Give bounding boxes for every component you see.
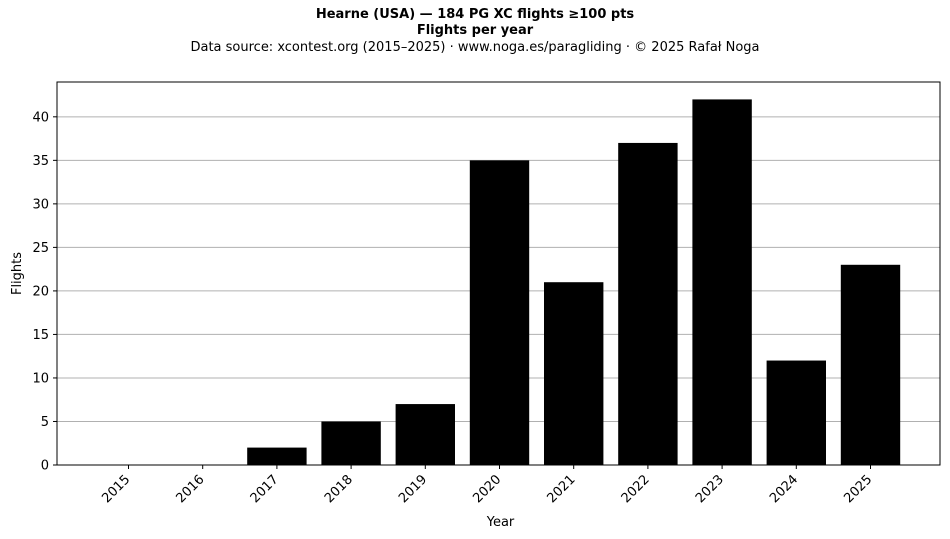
x-axis-label: Year [486, 515, 515, 530]
bar-2024 [766, 360, 826, 465]
chart-title: Hearne (USA) — 184 PG XC flights ≥100 pt… [315, 7, 635, 22]
plot-frame [56, 81, 941, 466]
x-tick-label: 2016 [174, 472, 208, 506]
bar-2025 [840, 264, 901, 465]
chart-title-block: Hearne (USA) — 184 PG XC flights ≥100 pt… [0, 7, 950, 56]
y-tick-layer: 0 5 10 15 20 25 30 35 40 [32, 110, 57, 474]
bar-2018 [321, 421, 381, 465]
x-tick-label: 2025 [841, 472, 875, 506]
x-tick-label: 2018 [322, 472, 356, 506]
bar-2017 [247, 447, 307, 465]
bar-2020 [469, 160, 530, 465]
y-tick-label: 25 [32, 241, 49, 256]
bar-2023 [692, 99, 752, 465]
x-tick-label: 2019 [396, 472, 430, 506]
y-tick-label: 5 [41, 415, 49, 430]
chart-subtitle: Flights per year [416, 23, 534, 38]
y-tick-label: 35 [32, 154, 49, 169]
y-tick-label: 15 [32, 328, 49, 343]
x-tick-label: 2021 [545, 472, 579, 506]
chart-source-note: Data source: xcontest.org (2015–2025) · … [190, 40, 760, 55]
x-tick-label: 2024 [767, 472, 801, 506]
x-tick-label: 2022 [619, 472, 653, 506]
y-tick-label: 20 [32, 284, 49, 299]
y-tick-label: 30 [32, 197, 49, 212]
x-tick-label: 2017 [248, 472, 282, 506]
bar-layer [247, 99, 901, 465]
y-tick-label: 0 [41, 459, 49, 474]
bar-2019 [395, 404, 455, 465]
x-tick-label: 2023 [693, 472, 727, 506]
x-tick-label: 2015 [99, 472, 133, 506]
y-tick-label: 10 [32, 371, 49, 386]
x-tick-label: 2020 [470, 472, 504, 506]
y-tick-label: 40 [32, 110, 49, 125]
y-axis-label: Flights [10, 252, 25, 295]
bar-2021 [544, 282, 604, 465]
x-tick-layer: 2015 2016 2017 2018 2019 2020 2021 2022 2023 2024… [99, 465, 875, 506]
bar-2022 [618, 142, 678, 465]
